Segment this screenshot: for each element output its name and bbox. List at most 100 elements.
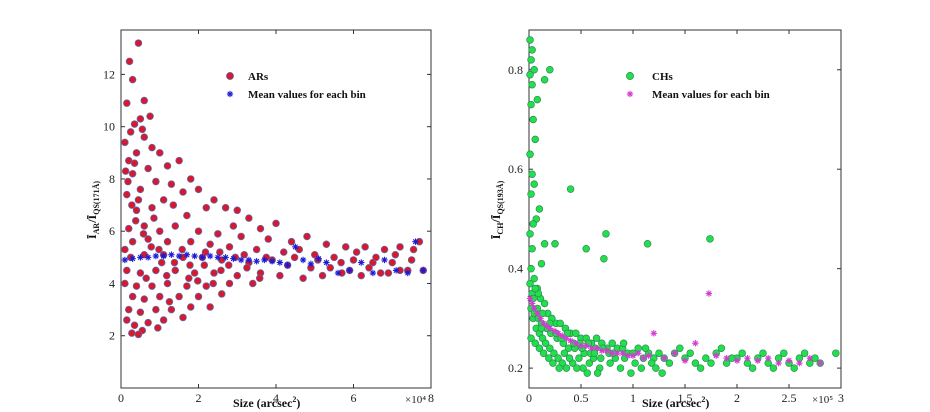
point-ch [526, 70, 534, 79]
y-tick-label-ar: 8 [109, 172, 115, 186]
x-axis-label-ch: Size (arcsec2) [642, 395, 709, 410]
mean-point-ar [191, 252, 198, 260]
mean-point-ar [420, 267, 427, 274]
mean-point-ch [635, 349, 642, 357]
mean-point-ar [404, 269, 411, 277]
point-ch [540, 75, 549, 84]
point-ar [194, 227, 203, 235]
point-ar [209, 279, 217, 288]
point-ar [159, 196, 168, 204]
point-ar [299, 274, 307, 282]
legend-label-ar: ARs [248, 71, 269, 83]
point-ar [409, 245, 418, 254]
point-ar [229, 222, 238, 230]
point-ar [179, 313, 187, 322]
point-ch [527, 100, 535, 109]
point-ch [535, 205, 544, 213]
point-ar [140, 295, 149, 303]
point-ch [696, 364, 705, 372]
point-ar [121, 245, 129, 254]
point-ar [185, 274, 193, 282]
mean-point-ch [640, 354, 647, 362]
mean-point-ar [183, 251, 191, 258]
point-ar [163, 162, 172, 170]
point-ar [224, 261, 233, 269]
point-ar [163, 279, 172, 288]
point-ar [361, 243, 369, 251]
point-ar [134, 39, 143, 47]
point-ar [123, 190, 131, 199]
mean-point-ch [583, 342, 590, 349]
point-ch [643, 240, 652, 248]
point-ar [124, 177, 132, 186]
point-ch [528, 170, 536, 178]
point-ch [556, 319, 564, 328]
point-ch [691, 359, 700, 367]
point-ch [526, 279, 534, 288]
point-ch [528, 80, 536, 89]
x-tick-label-ar: 6 [351, 391, 357, 405]
mean-point-ch [619, 349, 626, 357]
point-ar [128, 329, 136, 337]
point-ch [769, 364, 778, 372]
mean-point-ar [299, 256, 307, 264]
point-ch [619, 339, 628, 348]
x-tick-label-ar: 4 [273, 391, 279, 405]
point-ar [352, 248, 361, 256]
point-ch [575, 354, 583, 362]
point-ar [144, 235, 152, 243]
point-ch [527, 56, 535, 64]
point-ch [529, 115, 537, 124]
x-tick-label-ch: 3 [838, 391, 844, 405]
point-ch [717, 344, 726, 352]
x-tick-label-ar: 2 [196, 391, 202, 405]
mean-point-ar [160, 252, 167, 260]
mean-point-ar [412, 238, 419, 245]
mean-point-ar [152, 252, 160, 260]
point-ar [156, 149, 164, 157]
point-ar [179, 188, 187, 196]
point-ar [322, 240, 331, 249]
mean-point-ar [346, 267, 353, 274]
point-ch [585, 359, 594, 367]
point-ch [527, 264, 535, 273]
point-ar [194, 292, 203, 301]
mean-point-ch [572, 340, 579, 347]
point-ar [152, 177, 160, 186]
point-ch [658, 369, 666, 377]
mean-point-ar [358, 259, 365, 266]
mean-point-ar [284, 261, 291, 269]
point-ar [210, 269, 218, 277]
point-ch [546, 66, 554, 74]
mean-point-ar [222, 254, 229, 261]
mean-point-ar [369, 269, 377, 277]
point-ar [128, 169, 137, 178]
point-ar [201, 248, 210, 256]
point-ch [600, 254, 608, 263]
mean-point-ch [534, 310, 541, 317]
point-ar [123, 266, 131, 275]
legend-star-ch [626, 90, 634, 98]
x-scale-ar: ×10⁴ [405, 394, 426, 406]
point-ar [131, 217, 140, 225]
point-ar [287, 237, 296, 246]
mean-point-ar [245, 256, 253, 264]
x-tick-label-ch: 2 [734, 391, 740, 405]
point-ar [384, 269, 393, 277]
x-axis-label-ar: Size (arcsec2) [233, 395, 300, 410]
point-ar [130, 159, 139, 168]
point-ar [206, 240, 214, 249]
mean-point-ar [307, 260, 315, 268]
point-ar [121, 138, 129, 147]
mean-point-ch [671, 349, 678, 357]
point-ar [175, 156, 183, 165]
y-tick-label-ch: 0.6 [508, 162, 523, 176]
mean-point-ar [206, 252, 214, 260]
point-ch [529, 220, 537, 228]
point-ar [380, 245, 389, 254]
mean-point-ar [392, 267, 400, 274]
point-ch [676, 344, 684, 352]
mean-point-ch [603, 347, 611, 354]
mean-point-ar [230, 255, 237, 262]
point-ar [170, 258, 179, 267]
